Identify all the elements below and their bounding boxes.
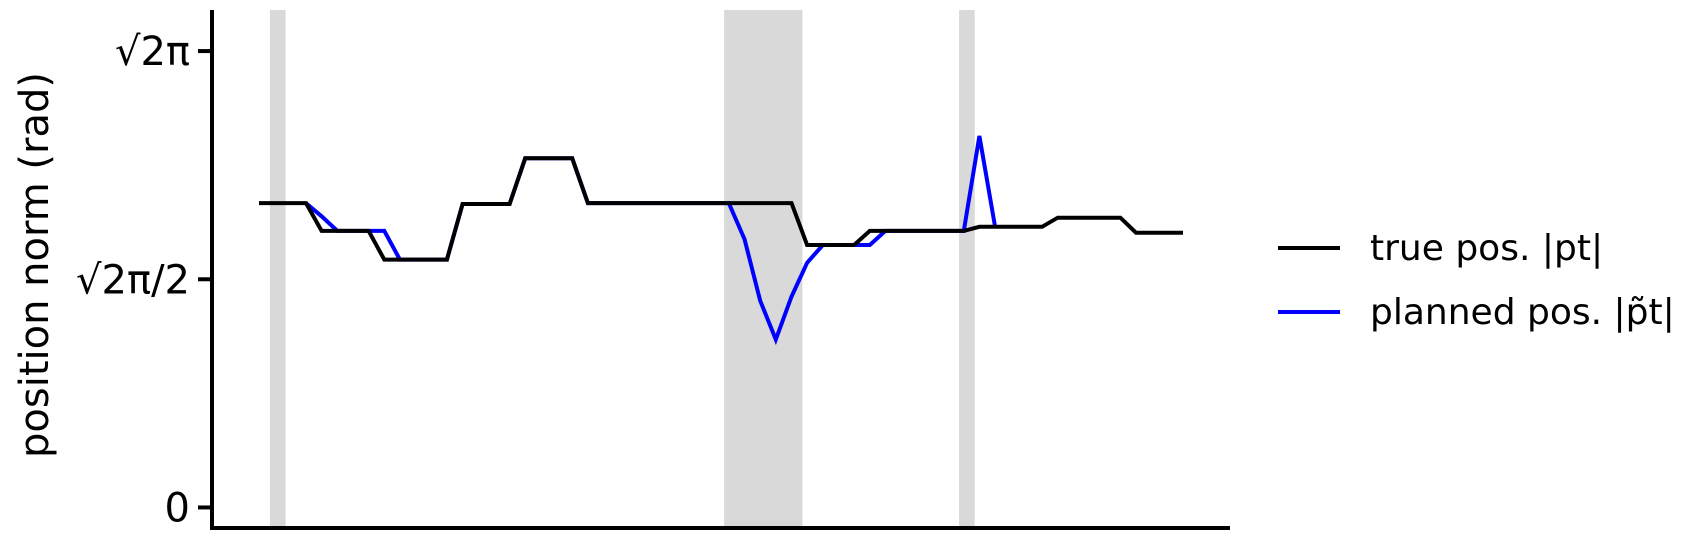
axes <box>210 10 1230 530</box>
shaded-region-1 <box>269 10 286 528</box>
shaded-region-3 <box>959 10 975 528</box>
y-tick-label-3: √2π <box>115 29 190 75</box>
shaded-regions <box>269 10 975 528</box>
y-axis-label: position norm (rad) <box>12 72 58 458</box>
series-line-2 <box>304 135 998 346</box>
y-tick-label-1: 0 <box>165 485 190 531</box>
shaded-region-2 <box>724 10 803 528</box>
series-lines <box>259 135 1183 346</box>
legend-label-2: planned pos. |p̃t| <box>1370 292 1675 333</box>
legend-label-1: true pos. |pt| <box>1370 228 1603 269</box>
legend: true pos. |pt| planned pos. |p̃t| <box>1278 228 1675 333</box>
y-ticks: 0 √2π/2 √2π <box>76 29 212 531</box>
series-line-1 <box>259 156 1183 262</box>
y-tick-label-2: √2π/2 <box>76 257 190 303</box>
